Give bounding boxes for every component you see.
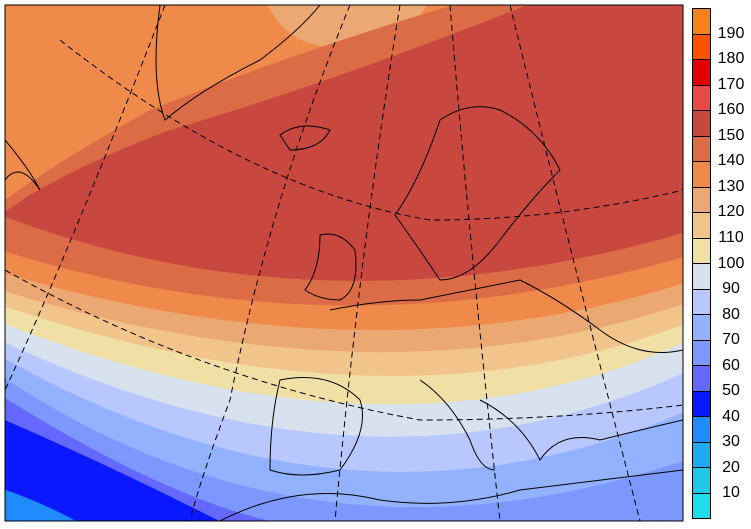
colorbar-tick-label: 50 (722, 382, 740, 400)
colorbar-swatch (693, 9, 710, 35)
map-frame (4, 4, 684, 522)
colorbar-tick-label: 170 (717, 75, 745, 93)
band-60-70 (5, 378, 683, 521)
colorbar-swatch (693, 187, 710, 213)
colorbar-swatch (693, 34, 710, 60)
colorbar-swatch (693, 391, 710, 417)
colorbar-tick-label: 160 (717, 101, 745, 119)
colorbar-tick-label: 140 (717, 152, 745, 170)
colorbar-swatch (693, 315, 710, 341)
colorbar-swatch (693, 442, 710, 468)
colorbar-tick-label: 10 (722, 484, 740, 502)
colorbar-tick-label: 90 (722, 280, 740, 298)
colorbar (692, 8, 711, 519)
colorbar-swatch (693, 366, 710, 392)
colorbar-swatch (693, 60, 710, 86)
colorbar-tick-label: 100 (717, 254, 745, 272)
colorbar-tick-label: 110 (718, 228, 744, 246)
colorbar-tick-label: 80 (722, 305, 740, 323)
colorbar-swatch (693, 136, 710, 162)
colorbar-tick-label: 180 (717, 50, 745, 68)
colorbar-swatch (693, 213, 710, 239)
colorbar-tick-label: 40 (722, 407, 740, 425)
colorbar-swatch (693, 264, 710, 290)
graticule (5, 5, 683, 521)
band-30-40 (5, 489, 76, 521)
colorbar-swatch (693, 340, 710, 366)
colorbar-tick-label: 130 (717, 177, 745, 195)
colorbar-tick-label: 150 (717, 126, 745, 144)
band-40-50 (5, 420, 220, 521)
colorbar-tick-label: 70 (722, 331, 740, 349)
colorbar-tick-label: 190 (717, 24, 745, 42)
colorbar-swatch (693, 493, 710, 518)
colorbar-swatch (693, 289, 710, 315)
colorbar-tick-label: 30 (722, 433, 740, 451)
colorbar-tick-label: 120 (717, 203, 745, 221)
colorbar-swatch (693, 417, 710, 443)
colorbar-swatch (693, 85, 710, 111)
colorbar-swatch (693, 111, 710, 137)
colorbar-swatch (693, 238, 710, 264)
colorbar-swatch (693, 162, 710, 188)
colorbar-swatch (693, 468, 710, 494)
colorbar-tick-label: 20 (722, 458, 740, 476)
coastlines (5, 5, 683, 521)
colorbar-tick-label: 60 (722, 356, 740, 374)
